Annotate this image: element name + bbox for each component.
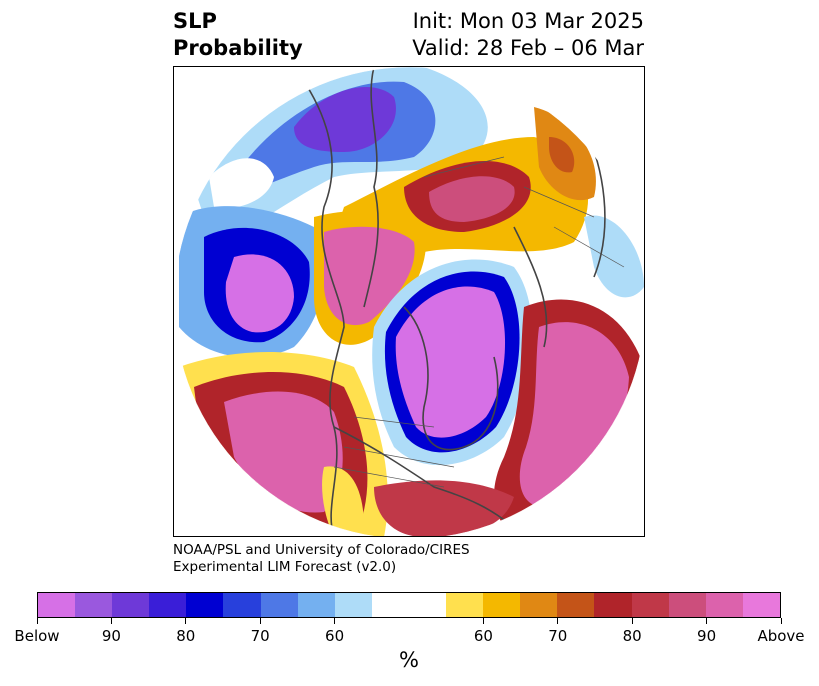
region-below-center-core	[395, 286, 506, 438]
colorbar-tick	[334, 618, 336, 624]
credit-text: NOAA/PSL and University of Colorado/CIRE…	[173, 542, 470, 576]
colorbar-tick-label: 80	[622, 627, 642, 645]
colorbar-cell	[483, 593, 521, 617]
colorbar-cell	[557, 593, 595, 617]
region-below-west-core	[225, 254, 294, 333]
chart-title-right: Init: Mon 03 Mar 2025 Valid: 28 Feb – 06…	[412, 8, 644, 62]
colorbar-tick-label: 60	[473, 627, 493, 645]
region-above-north-pink	[429, 176, 515, 222]
colorbar-tick-label: 80	[176, 627, 196, 645]
colorbar-cell	[260, 593, 298, 617]
credit-line-2: Experimental LIM Forecast (v2.0)	[173, 559, 397, 575]
region-below-north-core	[294, 87, 396, 152]
colorbar-tick	[259, 618, 261, 624]
region-above-south	[374, 480, 514, 536]
colorbar-cell	[742, 593, 780, 617]
region-white-south	[322, 466, 364, 536]
colorbar-cell	[408, 593, 447, 617]
colorbar-tick	[482, 618, 484, 624]
init-date: Init: Mon 03 Mar 2025	[412, 9, 644, 33]
colorbar-tick	[706, 618, 708, 624]
valid-range: Valid: 28 Feb – 06 Mar	[412, 36, 644, 60]
region-above-east-pink	[519, 322, 629, 507]
colorbar-tick	[557, 618, 559, 624]
credit-line-1: NOAA/PSL and University of Colorado/CIRE…	[173, 542, 470, 558]
colorbar-cell	[705, 593, 743, 617]
colorbar-cell	[446, 593, 484, 617]
colorbar-cell	[186, 593, 224, 617]
colorbar-tick	[36, 618, 38, 624]
colorbar-cell	[631, 593, 669, 617]
borders	[333, 156, 625, 488]
colorbar-tick-label: 90	[101, 627, 121, 645]
colorbar-cell	[297, 593, 335, 617]
colorbar-tick-label: Above	[757, 627, 805, 645]
colorbar	[37, 592, 781, 618]
probability-map	[173, 66, 645, 537]
colorbar-cell	[334, 593, 372, 617]
colorbar-cell	[520, 593, 558, 617]
colorbar-cell	[38, 593, 76, 617]
colorbar-cell	[223, 593, 261, 617]
colorbar-tick	[185, 618, 187, 624]
region-white-northwest	[209, 158, 274, 209]
title-variable: SLP	[173, 9, 217, 33]
region-below-east	[584, 215, 644, 298]
colorbar-cell	[112, 593, 150, 617]
colorbar-cell	[149, 593, 187, 617]
colorbar-tick-label: Below	[14, 627, 60, 645]
colorbar-cell	[75, 593, 113, 617]
colorbar-cell	[668, 593, 706, 617]
colorbar-tick-label: 70	[548, 627, 568, 645]
colorbar-tick	[110, 618, 112, 624]
chart-title-left: SLP Probability	[173, 8, 303, 62]
colorbar-cell	[371, 593, 409, 617]
colorbar-unit: %	[399, 648, 419, 672]
map-disk	[174, 67, 644, 536]
colorbar-tick	[780, 618, 782, 624]
region-above-europe-core	[549, 137, 575, 173]
title-probability: Probability	[173, 36, 303, 60]
colorbar-tick-label: 70	[250, 627, 270, 645]
region-above-central-pink	[324, 226, 415, 326]
map-svg	[174, 67, 644, 536]
colorbar-tick-label: 60	[325, 627, 345, 645]
colorbar-cell	[594, 593, 632, 617]
colorbar-tick-label: 90	[697, 627, 717, 645]
colorbar-tick	[631, 618, 633, 624]
